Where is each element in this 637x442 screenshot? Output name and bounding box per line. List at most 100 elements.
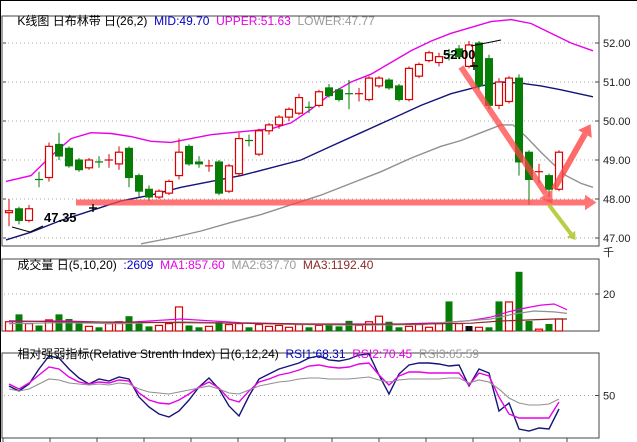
candle-down	[145, 188, 153, 198]
rsi-header: 相对强弱指标(Relative Strenth Index) 日(6,12,24…	[4, 335, 479, 374]
candle-down	[485, 58, 493, 106]
volume-ma3-line	[8, 318, 567, 325]
rsi-period-selector[interactable]: 日	[218, 347, 231, 361]
volume-bar-down	[75, 323, 83, 331]
volume-bar-down	[545, 323, 553, 331]
volume-bar-up	[294, 323, 304, 332]
axis-label: 47.00	[603, 233, 631, 245]
volume-bar-up	[454, 323, 464, 332]
price-annotation[interactable]: 52.00	[443, 47, 476, 62]
candle-up	[44, 145, 54, 179]
volume-bar-up	[44, 319, 54, 332]
annotation-pointer	[470, 39, 502, 47]
volume-params: (5,10,20)	[68, 258, 124, 272]
axis-label: 50	[603, 391, 615, 403]
candle-down	[215, 161, 223, 194]
volume-bar-down	[95, 327, 103, 331]
volume-bar-up	[314, 324, 324, 332]
annotation-arrow[interactable]	[458, 65, 553, 204]
volume-bar-up	[24, 323, 34, 332]
volume-bar-down	[485, 327, 493, 331]
volume-bar-up	[424, 326, 434, 332]
candle-up	[114, 151, 124, 165]
kline-period-selector[interactable]: 日	[52, 14, 65, 28]
axis-label: 51.00	[603, 77, 631, 89]
annotation-arrow[interactable]	[547, 203, 576, 241]
rsi-line-2	[8, 362, 560, 419]
candle-up	[314, 91, 324, 106]
volume-bar-up	[474, 326, 484, 332]
candle-down	[55, 143, 63, 157]
price-annotation[interactable]: 47.35	[44, 210, 77, 225]
boll-mid-value: MID:49.70	[154, 14, 217, 28]
volume-bar-up	[264, 325, 274, 332]
volume-bar-up	[364, 321, 374, 332]
volume-bar-down	[305, 327, 313, 331]
candle-up	[84, 159, 94, 169]
volume-bar-up	[284, 326, 294, 332]
candle-up	[254, 130, 264, 155]
volume-ma1-line	[8, 303, 568, 325]
volume-bar-down	[245, 327, 253, 331]
volume-bar-up	[274, 324, 284, 332]
rsi-params: (6,12,24)	[230, 347, 286, 361]
candle-up	[294, 96, 304, 114]
volume-bar-dark	[465, 326, 473, 331]
axis-label: 50.00	[603, 116, 631, 128]
candle-up	[414, 63, 424, 77]
candle-up	[424, 52, 434, 62]
axis-label: 52.00	[603, 38, 631, 50]
candle-down	[395, 85, 403, 101]
candle-up	[154, 190, 164, 198]
volume-bar-down	[15, 314, 23, 331]
candle-up	[174, 151, 184, 177]
volume-bar-up	[354, 324, 364, 332]
volume-header: 成交量 日(5,10,20) :2609 MA1:857.60 MA2:637.…	[4, 246, 373, 285]
volume-ma1-value: MA1:857.60	[160, 258, 232, 272]
volume-period-selector[interactable]: 日	[56, 258, 69, 272]
volume-bar-up	[84, 325, 94, 332]
annotation-pointer	[11, 225, 44, 233]
candle-up	[464, 44, 474, 68]
candle-up	[404, 67, 414, 101]
volume-bar-down	[145, 326, 153, 331]
volume-bar-up	[554, 318, 564, 332]
volume-ma3-value: MA3:1192.40	[302, 258, 374, 272]
axis-label: 千	[603, 246, 614, 259]
boll-upper-value: UPPER:51.63	[216, 14, 298, 28]
annotation-arrow[interactable]	[551, 124, 592, 191]
boll-label: 布林带	[64, 14, 105, 28]
volume-bar-down	[35, 325, 43, 331]
volume-bar-down	[185, 325, 193, 331]
candle-down	[385, 79, 393, 89]
rsi3-value: RSI3:65.59	[418, 347, 479, 361]
candle-up	[264, 124, 274, 132]
main-chart-pane[interactable]	[1, 15, 600, 247]
candle-down	[135, 175, 143, 192]
boll-period-selector[interactable]: 日	[104, 14, 117, 28]
candle-up	[234, 137, 244, 175]
volume-bar-up	[164, 323, 174, 332]
axis-label: 20	[603, 289, 615, 301]
annotation-arrow[interactable]	[76, 194, 597, 211]
volume-ma2-value: MA2:637.70	[231, 258, 303, 272]
candle-up	[24, 208, 34, 222]
volume-bar-down	[65, 318, 73, 331]
candle-up	[434, 56, 444, 64]
boll-lower-value: LOWER:47.77	[297, 14, 375, 28]
boll-params: (26,2)	[116, 14, 155, 28]
volume-bar-down	[215, 321, 223, 331]
volume-bar-up	[154, 324, 164, 332]
candle-down	[65, 147, 73, 167]
volume-bar-up	[404, 325, 414, 332]
volume-bar-up	[434, 323, 444, 332]
candle-down	[15, 208, 23, 221]
volume-bar-up	[534, 328, 544, 332]
candle-up	[224, 165, 234, 192]
candle-down	[185, 145, 193, 165]
volume-title: 成交量	[17, 258, 57, 272]
candle-up	[374, 77, 384, 87]
boll-lower-line	[140, 124, 594, 245]
